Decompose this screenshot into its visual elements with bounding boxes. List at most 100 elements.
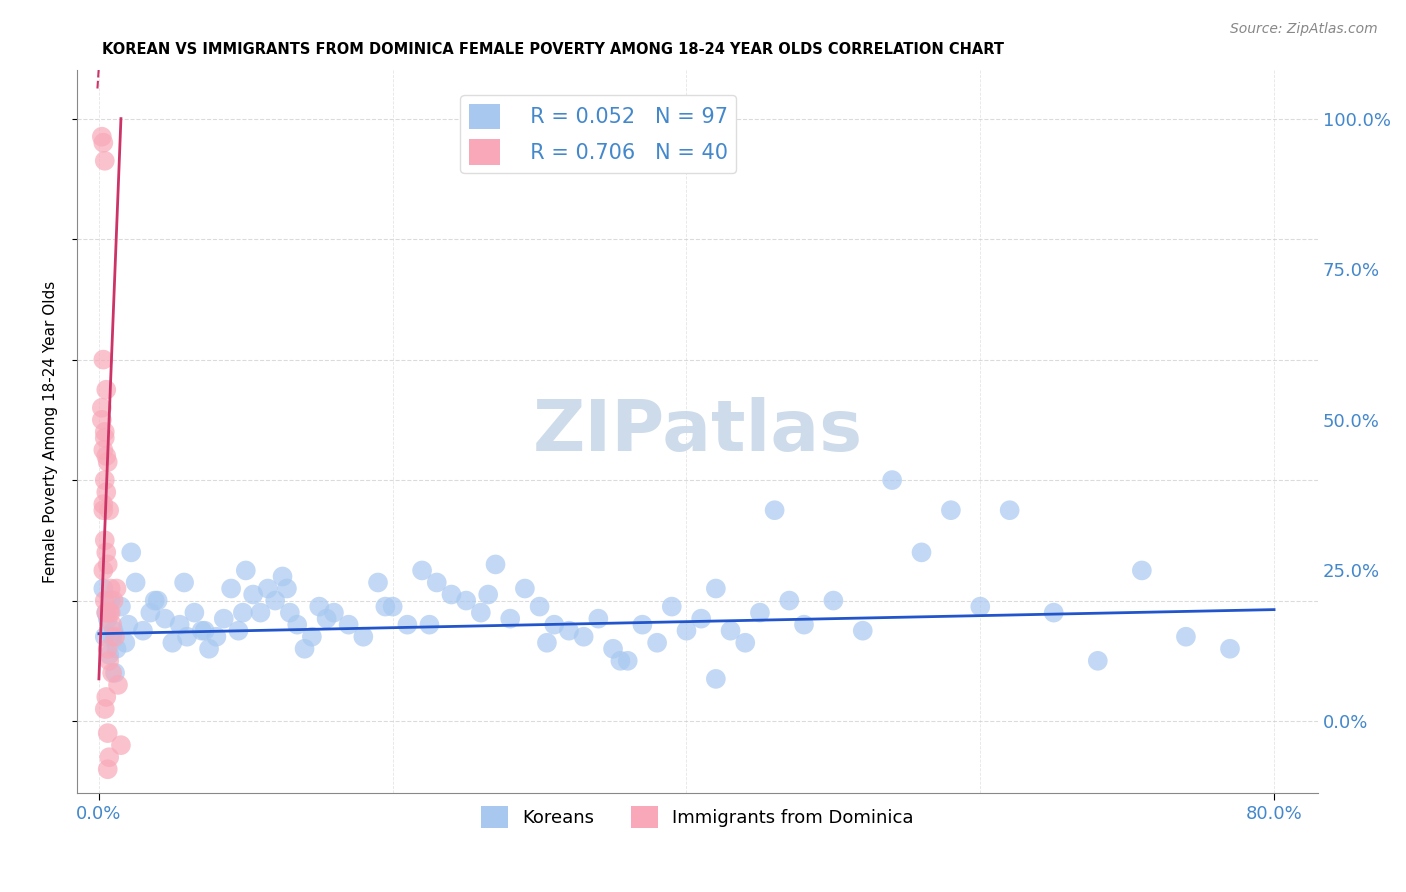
Point: [308, 599, 330, 614]
Point: [103, 624, 125, 638]
Point: [793, 617, 815, 632]
Point: [162, 636, 184, 650]
Point: [456, 593, 478, 607]
Point: [124, 575, 146, 590]
Point: [100, 593, 122, 607]
Point: [104, 665, 127, 680]
Point: [315, 612, 337, 626]
Point: [235, 564, 257, 578]
Point: [323, 606, 346, 620]
Point: [337, 617, 360, 632]
Point: [98, 503, 121, 517]
Point: [271, 569, 294, 583]
Point: [616, 654, 638, 668]
Point: [94, 153, 117, 168]
Point: [96, 449, 118, 463]
Point: [264, 593, 287, 607]
Point: [1219, 641, 1241, 656]
Point: [536, 636, 558, 650]
Text: KOREAN VS IMMIGRANTS FROM DOMINICA FEMALE POVERTY AMONG 18-24 YEAR OLDS CORRELAT: KOREAN VS IMMIGRANTS FROM DOMINICA FEMAL…: [101, 42, 1004, 57]
Point: [169, 617, 191, 632]
Point: [690, 612, 713, 626]
Point: [242, 588, 264, 602]
Point: [426, 575, 449, 590]
Point: [103, 593, 125, 607]
Point: [90, 129, 112, 144]
Point: [1174, 630, 1197, 644]
Point: [96, 545, 118, 559]
Point: [97, 726, 120, 740]
Point: [96, 606, 118, 620]
Point: [823, 593, 845, 607]
Point: [256, 582, 278, 596]
Y-axis label: Female Poverty Among 18-24 Year Olds: Female Poverty Among 18-24 Year Olds: [44, 281, 58, 583]
Point: [96, 383, 118, 397]
Point: [91, 136, 114, 150]
Point: [249, 606, 271, 620]
Point: [484, 558, 506, 572]
Point: [205, 630, 228, 644]
Point: [301, 630, 323, 644]
Point: [276, 582, 298, 596]
Point: [97, 612, 120, 626]
Point: [110, 599, 132, 614]
Point: [513, 582, 536, 596]
Point: [90, 401, 112, 415]
Point: [198, 641, 221, 656]
Point: [91, 503, 114, 517]
Point: [120, 545, 142, 559]
Point: [219, 582, 242, 596]
Point: [609, 654, 631, 668]
Point: [98, 750, 121, 764]
Point: [1087, 654, 1109, 668]
Point: [114, 636, 136, 650]
Point: [602, 641, 624, 656]
Point: [212, 612, 235, 626]
Point: [228, 624, 250, 638]
Point: [91, 442, 114, 457]
Point: [100, 582, 122, 596]
Point: [98, 654, 121, 668]
Point: [94, 702, 117, 716]
Point: [91, 582, 114, 596]
Point: [96, 606, 118, 620]
Point: [173, 575, 195, 590]
Point: [852, 624, 875, 638]
Point: [734, 636, 756, 650]
Point: [139, 606, 162, 620]
Point: [778, 593, 800, 607]
Point: [411, 564, 433, 578]
Point: [94, 473, 117, 487]
Point: [998, 503, 1021, 517]
Point: [232, 606, 254, 620]
Point: [104, 630, 127, 644]
Point: [720, 624, 742, 638]
Point: [645, 636, 668, 650]
Point: [98, 648, 121, 662]
Point: [543, 617, 565, 632]
Point: [94, 431, 117, 445]
Point: [90, 413, 112, 427]
Point: [146, 593, 169, 607]
Point: [94, 533, 117, 548]
Point: [440, 588, 463, 602]
Point: [939, 503, 962, 517]
Point: [748, 606, 770, 620]
Point: [285, 617, 308, 632]
Point: [763, 503, 786, 517]
Point: [352, 630, 374, 644]
Point: [97, 558, 120, 572]
Point: [194, 624, 217, 638]
Point: [101, 665, 124, 680]
Point: [529, 599, 551, 614]
Point: [132, 624, 155, 638]
Point: [381, 599, 404, 614]
Point: [105, 641, 128, 656]
Point: [969, 599, 991, 614]
Point: [97, 762, 120, 776]
Point: [94, 630, 117, 644]
Point: [588, 612, 610, 626]
Point: [91, 564, 114, 578]
Point: [704, 672, 727, 686]
Point: [675, 624, 697, 638]
